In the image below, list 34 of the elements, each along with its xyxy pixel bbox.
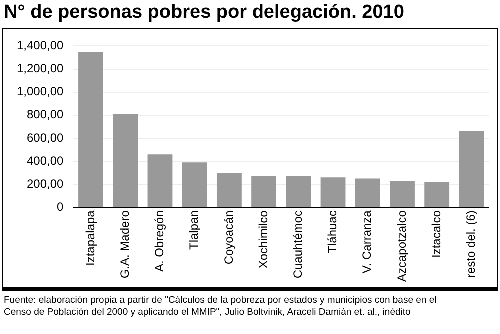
y-tick-label: 600,00 [27,130,64,145]
x-tick-label: V. Carranza [360,210,374,274]
bar [459,132,484,208]
x-tick-label: Iztapalapa [83,210,98,266]
source-note: Fuente: elaboración propia a partir de "Cálculos de la pobreza por estados y municipios con base en el Censo de Población del 2000 y aplicando el MMIP", Julio Boltvinik, Araceli Damián et. al., inédito [3,294,438,319]
bar [252,176,277,208]
x-tick-label: G.A. Madero [118,210,132,279]
x-tick-label: Tláhuac [326,210,340,254]
y-tick-label: 200,00 [27,176,64,191]
bar [320,178,346,208]
bar [286,176,312,208]
x-tick-label: Cuauhtémoc [290,210,305,279]
y-tick-label: 1,200,00 [16,62,64,76]
y-tick-label: 400,00 [27,154,64,168]
x-tick-label: Azcapotzalco [394,210,409,282]
x-tick-label: Xochimilco [256,210,270,269]
x-tick-label: A. Obregón [152,210,167,272]
bar [182,162,208,208]
x-tick-label: resto del. (6) [464,210,478,278]
bar [78,52,104,208]
y-tick-label: 1,000,00 [16,84,64,99]
x-tick-label: Iztacalco [429,210,444,258]
x-tick-label: Coyoacán [222,210,236,265]
bar [148,154,173,208]
bar [113,114,138,208]
y-tick-label: 1,400,00 [16,38,64,53]
x-tick-label: Tlalpan [187,210,202,250]
bar [216,173,242,208]
bar [355,178,380,208]
y-tick-label: 0 [57,200,64,214]
chart-title: N° de personas pobres por delegación. 2010 [3,1,406,25]
y-tick-label: 800,00 [27,108,64,122]
bar [390,181,415,208]
bar [424,182,450,208]
